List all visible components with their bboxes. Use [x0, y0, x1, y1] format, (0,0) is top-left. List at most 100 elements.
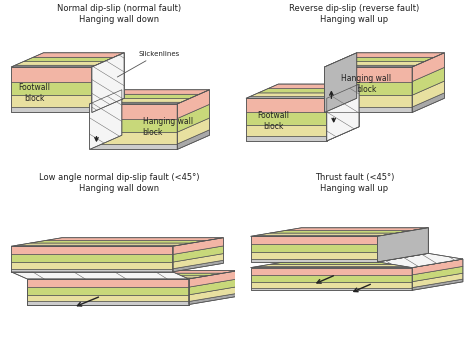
Polygon shape [33, 53, 124, 57]
Polygon shape [412, 67, 445, 95]
Title: Normal dip-slip (normal fault)
Hanging wall down: Normal dip-slip (normal fault) Hanging w… [57, 4, 182, 23]
Polygon shape [30, 240, 207, 243]
Polygon shape [412, 93, 445, 113]
Polygon shape [11, 95, 92, 107]
Polygon shape [102, 94, 199, 99]
Title: Thrust fault (<45°)
Hanging wall up: Thrust fault (<45°) Hanging wall up [315, 173, 394, 193]
Polygon shape [173, 238, 223, 254]
Polygon shape [11, 272, 189, 279]
Polygon shape [285, 259, 463, 262]
Polygon shape [177, 130, 210, 150]
Polygon shape [17, 243, 192, 245]
Polygon shape [27, 295, 189, 302]
Polygon shape [11, 262, 173, 269]
Polygon shape [189, 286, 239, 302]
Polygon shape [173, 260, 223, 272]
Polygon shape [325, 53, 357, 113]
Polygon shape [325, 67, 412, 82]
Polygon shape [189, 278, 239, 295]
Polygon shape [62, 270, 239, 273]
Polygon shape [173, 254, 223, 269]
Polygon shape [251, 288, 412, 290]
Polygon shape [33, 276, 208, 278]
Polygon shape [27, 287, 189, 295]
Polygon shape [337, 57, 434, 62]
Text: Footwall
block: Footwall block [258, 111, 290, 131]
Polygon shape [258, 89, 349, 93]
Polygon shape [11, 269, 173, 272]
Polygon shape [251, 252, 377, 259]
Polygon shape [377, 244, 428, 259]
Polygon shape [11, 82, 92, 95]
Polygon shape [325, 65, 416, 67]
Polygon shape [90, 144, 177, 150]
Polygon shape [270, 231, 412, 233]
Polygon shape [412, 273, 463, 288]
Polygon shape [90, 104, 177, 119]
Polygon shape [177, 104, 210, 132]
Polygon shape [328, 62, 424, 65]
Polygon shape [92, 53, 124, 113]
Text: Hanging wall
block: Hanging wall block [143, 117, 193, 137]
Polygon shape [177, 118, 210, 144]
Polygon shape [92, 67, 124, 95]
Polygon shape [377, 253, 463, 268]
Polygon shape [90, 119, 177, 132]
Polygon shape [251, 259, 377, 262]
Polygon shape [285, 228, 428, 231]
Polygon shape [23, 57, 114, 62]
Polygon shape [111, 90, 210, 94]
Polygon shape [246, 136, 327, 141]
Polygon shape [92, 53, 124, 82]
Polygon shape [257, 233, 397, 235]
Polygon shape [325, 107, 412, 113]
Polygon shape [11, 245, 179, 246]
Polygon shape [270, 262, 447, 264]
Polygon shape [377, 236, 428, 252]
Polygon shape [15, 62, 104, 65]
Polygon shape [11, 65, 96, 67]
Polygon shape [327, 110, 359, 136]
Polygon shape [189, 270, 239, 287]
Polygon shape [377, 250, 428, 262]
Polygon shape [251, 275, 412, 282]
Polygon shape [327, 122, 359, 141]
Polygon shape [327, 84, 359, 112]
Polygon shape [325, 82, 412, 95]
Polygon shape [27, 302, 189, 305]
Polygon shape [250, 93, 339, 97]
Polygon shape [246, 98, 327, 112]
Polygon shape [412, 81, 445, 107]
Polygon shape [11, 254, 173, 262]
Polygon shape [27, 278, 195, 279]
Polygon shape [90, 102, 181, 104]
Polygon shape [412, 266, 463, 282]
Polygon shape [90, 132, 177, 144]
Polygon shape [173, 246, 223, 262]
Polygon shape [92, 93, 124, 113]
Text: Slickenlines: Slickenlines [118, 51, 179, 77]
Polygon shape [327, 84, 359, 141]
Polygon shape [11, 67, 92, 82]
Text: Footwall
block: Footwall block [18, 83, 50, 103]
Polygon shape [251, 268, 412, 275]
Polygon shape [412, 279, 463, 290]
Text: Hanging wall
block: Hanging wall block [341, 74, 391, 94]
Polygon shape [246, 112, 327, 125]
Polygon shape [251, 244, 377, 252]
Polygon shape [11, 107, 92, 113]
Polygon shape [251, 267, 418, 268]
Polygon shape [325, 95, 412, 107]
Polygon shape [92, 81, 124, 107]
Title: Reverse dip-slip (reverse fault)
Hanging wall up: Reverse dip-slip (reverse fault) Hanging… [289, 4, 419, 23]
Polygon shape [268, 84, 359, 89]
Polygon shape [412, 53, 445, 82]
Title: Low angle normal dip-slip fault (<45°)
Hanging wall down: Low angle normal dip-slip fault (<45°) H… [39, 173, 200, 193]
Polygon shape [11, 246, 173, 254]
Polygon shape [246, 97, 331, 98]
Polygon shape [46, 273, 223, 276]
Polygon shape [189, 293, 239, 305]
Polygon shape [377, 228, 428, 244]
Polygon shape [346, 53, 445, 57]
Polygon shape [177, 90, 210, 119]
